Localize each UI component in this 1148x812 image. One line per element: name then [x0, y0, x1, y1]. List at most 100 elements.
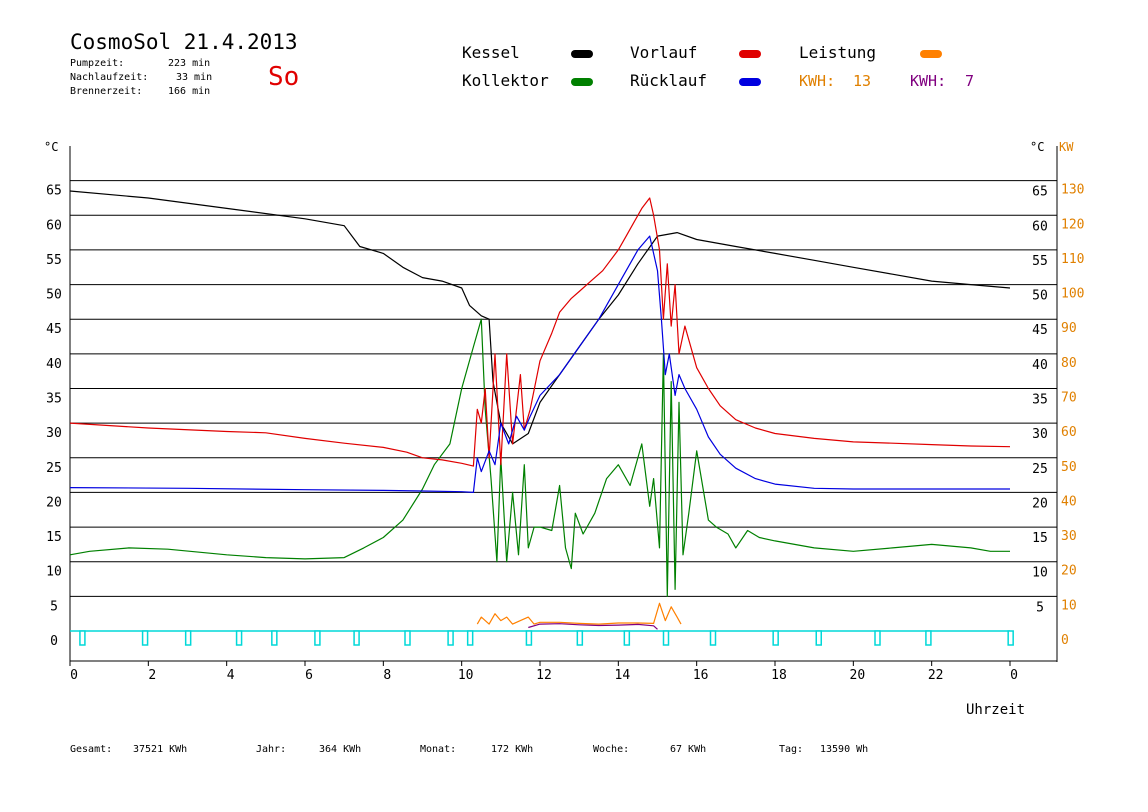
y-tick-label-left: 40: [46, 357, 62, 372]
y-tick-label-left: 65: [46, 184, 62, 199]
legend-kessel: Kessel: [462, 43, 520, 62]
series-line-kessel: [69, 190, 1011, 445]
y-tick-label-left: 50: [46, 288, 62, 303]
footer-jahr-value: 364 KWh: [319, 744, 362, 755]
y-tick-label-left: 45: [46, 322, 62, 337]
y-tick-label-left: 55: [46, 253, 62, 268]
series-line-leistung: [476, 602, 682, 625]
legend-kollektor-swatch: [571, 78, 593, 86]
pump-marker: [79, 630, 86, 646]
y-tick-label-left: 35: [46, 392, 62, 407]
kwh-label-1: KWH:: [799, 72, 836, 90]
footer-tag-value: 13590 Wh: [820, 744, 869, 755]
y2-tick-label: 70: [1061, 391, 1077, 406]
x-tick-label: 10: [458, 668, 474, 683]
legend-kollektor: Kollektor: [462, 71, 549, 90]
y-tick-label-left: 0: [50, 634, 58, 649]
pump-marker: [314, 630, 321, 646]
footer-gesamt-value: 37521 KWh: [133, 744, 188, 755]
y-tick-label-left: 20: [46, 495, 62, 510]
pump-marker: [925, 630, 932, 646]
legend-leistung-swatch: [920, 50, 942, 58]
footer-tag-label: Tag:: [779, 744, 804, 755]
pump-marker: [772, 630, 779, 646]
right-axis-unit: °C: [1030, 140, 1045, 154]
y-tick-label-left: 10: [46, 565, 62, 580]
footer-gesamt-label: Gesamt:: [70, 744, 113, 755]
x-tick-label: 16: [693, 668, 709, 683]
y-tick-label-right: 35: [1032, 393, 1048, 408]
y-tick-label-right: 50: [1032, 289, 1048, 304]
y-tick-label-left: 25: [46, 461, 62, 476]
y2-tick-label: 10: [1061, 598, 1077, 613]
y-tick-label-right: 20: [1032, 496, 1048, 511]
y-tick-label-left: 5: [50, 599, 58, 614]
pump-marker: [404, 630, 411, 646]
y-tick-label-left: 15: [46, 530, 62, 545]
x-tick-label: 20: [850, 668, 866, 683]
chart-title: CosmoSol 21.4.2013: [70, 30, 298, 54]
y-tick-label-right: 55: [1032, 254, 1048, 269]
legend-vorlauf: Vorlauf: [630, 43, 698, 62]
y2-tick-label: 100: [1061, 287, 1084, 302]
series-line-r-cklauf: [69, 235, 1010, 493]
y2-tick-label: 30: [1061, 529, 1077, 544]
y2-tick-label: 20: [1061, 564, 1077, 579]
footer-woche-label: Woche:: [593, 744, 630, 755]
x-tick-label: 0: [1010, 668, 1018, 683]
y-tick-label-right: 30: [1032, 427, 1048, 442]
y-tick-label-right: 40: [1032, 358, 1048, 373]
x-axis-label: Uhrzeit: [966, 702, 1026, 718]
left-axis-unit: °C: [44, 140, 59, 154]
series-line-kwh-2: [528, 623, 658, 630]
x-tick-label: 6: [305, 668, 313, 683]
pump-marker: [271, 630, 278, 646]
brennerzeit-value: 166 min: [168, 86, 211, 97]
y2-tick-label: 90: [1061, 321, 1077, 336]
y2-tick-label: 50: [1061, 460, 1077, 475]
x-tick-label: 14: [615, 668, 631, 683]
pump-marker: [623, 630, 631, 646]
right-kw-axis-unit: KW: [1059, 140, 1074, 154]
y-tick-label-right: 45: [1032, 323, 1048, 338]
legend-kessel-swatch: [571, 50, 593, 58]
weekday-label: So: [268, 62, 300, 92]
pump-marker: [874, 630, 881, 646]
pump-marker: [235, 630, 243, 646]
x-tick-label: 2: [148, 668, 156, 683]
pump-marker: [353, 630, 360, 646]
y-tick-label-right: 25: [1032, 462, 1048, 477]
x-tick-label: 8: [383, 668, 391, 683]
pump-marker: [662, 630, 670, 646]
y2-tick-label: 120: [1061, 217, 1084, 232]
x-tick-label: 22: [928, 668, 944, 683]
y2-tick-label: 0: [1061, 633, 1069, 648]
y2-tick-label: 60: [1061, 425, 1077, 440]
pump-marker: [815, 630, 822, 646]
legend-ruecklauf-swatch: [739, 78, 761, 86]
pump-marker: [709, 630, 717, 646]
y2-tick-label: 130: [1061, 183, 1084, 198]
pumpzeit-label: Pumpzeit:: [70, 58, 125, 69]
y2-tick-label: 40: [1061, 494, 1077, 509]
legend-leistung: Leistung: [799, 43, 877, 62]
y-tick-label-right: 60: [1032, 219, 1048, 234]
x-tick-label: 12: [536, 668, 552, 683]
y-tick-label-right: 65: [1032, 185, 1048, 200]
footer-monat-label: Monat:: [420, 744, 457, 755]
pump-marker: [141, 630, 149, 646]
pump-marker: [447, 630, 454, 646]
nachlaufzeit-value: 33 min: [176, 72, 213, 83]
pump-marker: [466, 630, 474, 646]
y-tick-label-right: 5: [1036, 600, 1044, 615]
y2-tick-label: 110: [1061, 252, 1084, 267]
legend-ruecklauf: Rücklauf: [630, 71, 708, 90]
kwh-value-1: 13: [853, 72, 872, 90]
series-line-kollektor: [69, 318, 1010, 597]
brennerzeit-label: Brennerzeit:: [70, 86, 143, 97]
pump-marker: [576, 630, 584, 646]
kwh-label-2: KWH:: [910, 72, 947, 90]
pumpzeit-value: 223 min: [168, 58, 211, 69]
x-tick-label: 18: [771, 668, 787, 683]
legend-vorlauf-swatch: [739, 50, 761, 58]
